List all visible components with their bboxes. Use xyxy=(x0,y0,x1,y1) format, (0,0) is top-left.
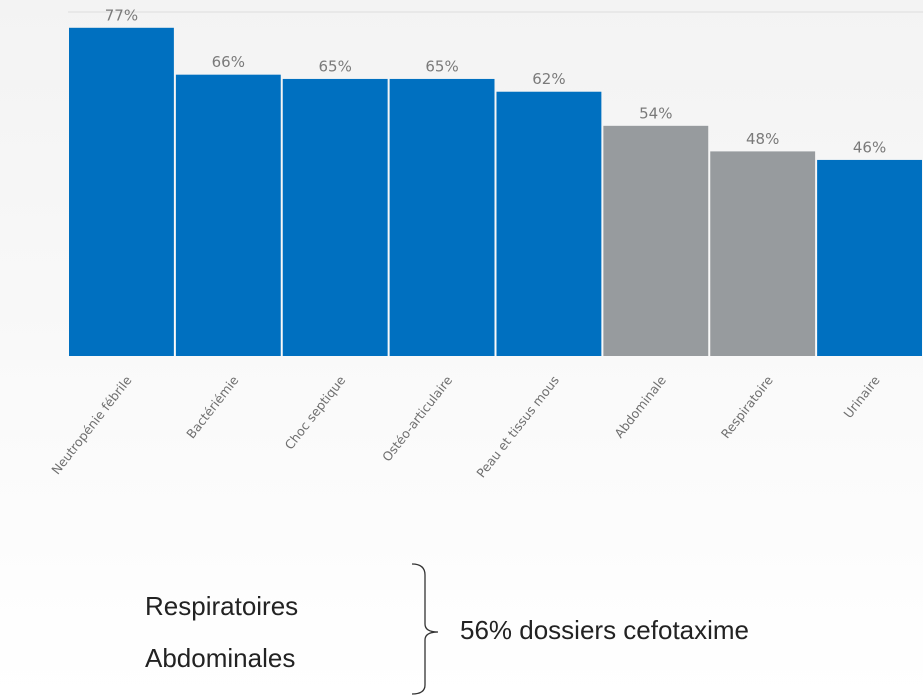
bar xyxy=(496,91,602,356)
value-label: 65% xyxy=(425,57,458,75)
annotation: 56% dossiers cefotaxime xyxy=(460,615,749,645)
bar xyxy=(817,159,922,356)
value-label: 66% xyxy=(212,53,245,71)
value-label: 48% xyxy=(746,130,779,148)
bar xyxy=(389,78,495,356)
bar xyxy=(69,27,174,356)
value-label: 54% xyxy=(639,104,672,122)
value-label: 65% xyxy=(319,57,352,75)
bracket xyxy=(411,563,439,695)
value-label: 46% xyxy=(853,138,886,156)
annotation: Abdominales xyxy=(145,643,295,673)
bar xyxy=(175,74,281,357)
bar xyxy=(603,125,709,356)
value-label: 62% xyxy=(532,70,565,88)
annotation: Respiratoires xyxy=(145,591,298,621)
bar xyxy=(710,151,816,356)
value-label: 77% xyxy=(105,6,138,24)
bar xyxy=(282,78,388,356)
